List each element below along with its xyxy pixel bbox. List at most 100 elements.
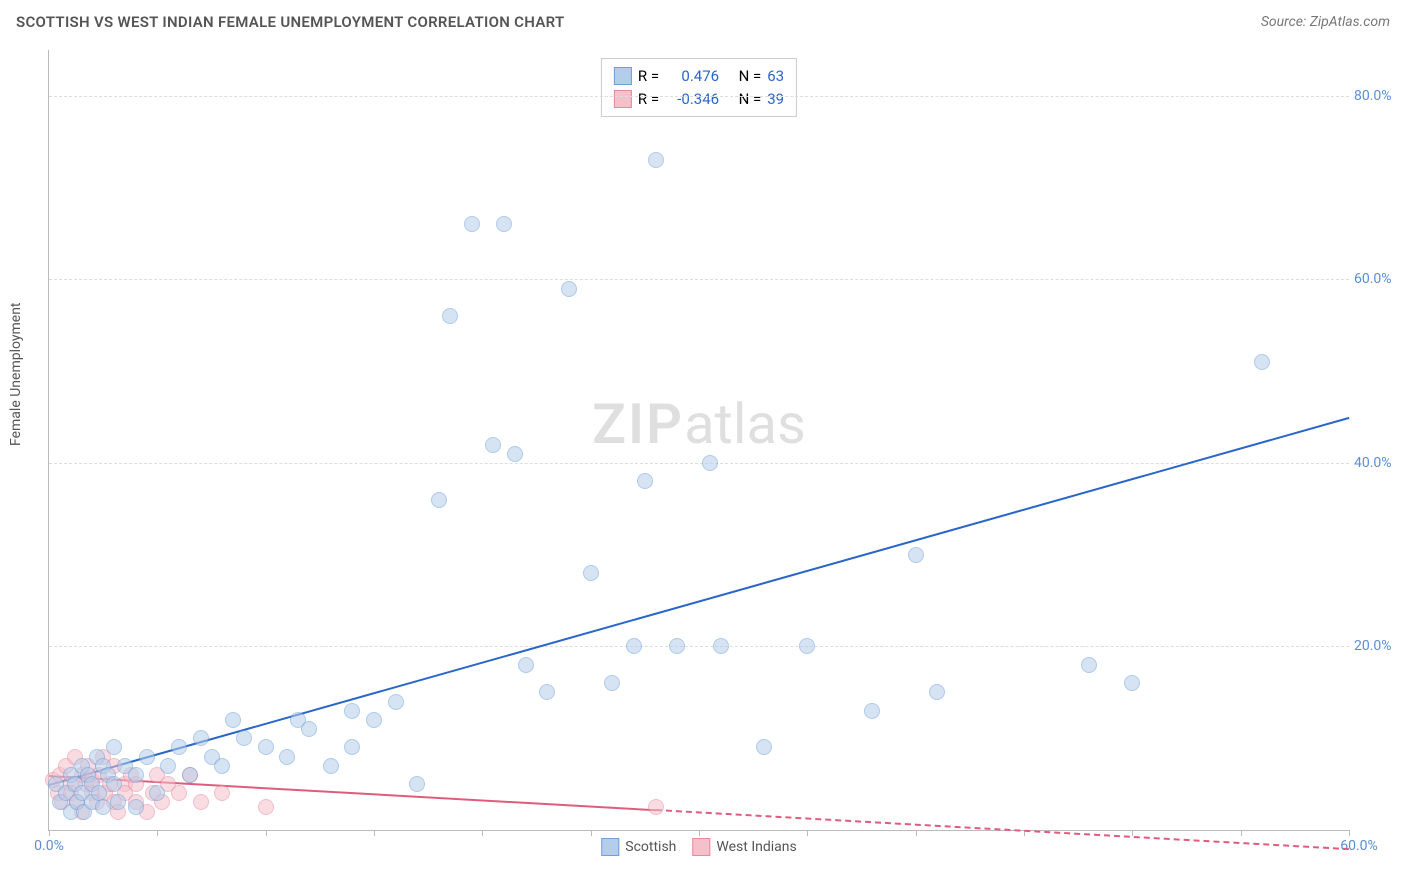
stats-legend-row-westindian: R = -0.346 N = 39	[614, 88, 784, 111]
data-point	[1124, 675, 1140, 691]
data-point	[236, 730, 252, 746]
data-point	[171, 785, 187, 801]
data-point	[182, 767, 198, 783]
data-point	[225, 712, 241, 728]
westindian-r-value: -0.346	[665, 88, 719, 111]
scottish-n-value: 63	[767, 65, 784, 88]
data-point	[799, 638, 815, 654]
gridline	[49, 96, 1349, 97]
data-point	[106, 739, 122, 755]
data-point	[669, 638, 685, 654]
x-tick-label: 0.0%	[34, 838, 64, 854]
data-point	[442, 308, 458, 324]
legend-label-scottish: Scottish	[625, 839, 676, 855]
y-axis-label: Female Unemployment	[8, 302, 24, 446]
watermark-atlas: atlas	[684, 391, 806, 457]
data-point	[908, 547, 924, 563]
data-point	[864, 703, 880, 719]
data-point	[95, 799, 111, 815]
legend-item-westindian: West Indians	[692, 838, 796, 856]
data-point	[128, 799, 144, 815]
data-point	[604, 675, 620, 691]
data-point	[648, 152, 664, 168]
r-label: R =	[638, 88, 659, 111]
data-point	[323, 758, 339, 774]
data-point	[539, 684, 555, 700]
data-point	[193, 794, 209, 810]
data-point	[344, 703, 360, 719]
data-point	[518, 657, 534, 673]
data-point	[139, 749, 155, 765]
data-point	[388, 694, 404, 710]
x-tick-mark	[157, 830, 158, 836]
data-point	[344, 739, 360, 755]
series-legend: Scottish West Indians	[601, 838, 796, 856]
x-tick-mark	[1349, 830, 1350, 836]
y-tick-label: 80.0%	[1354, 88, 1406, 104]
data-point	[1081, 657, 1097, 673]
data-point	[193, 730, 209, 746]
westindian-n-value: 39	[767, 88, 784, 111]
watermark-zip: ZIP	[592, 391, 684, 457]
data-point	[110, 794, 126, 810]
westindian-swatch-icon	[614, 90, 632, 108]
x-tick-mark	[916, 830, 917, 836]
chart-source: Source: ZipAtlas.com	[1261, 14, 1390, 30]
x-tick-mark	[266, 830, 267, 836]
x-tick-mark	[374, 830, 375, 836]
data-point	[214, 785, 230, 801]
data-point	[366, 712, 382, 728]
data-point	[756, 739, 772, 755]
data-point	[214, 758, 230, 774]
data-point	[431, 492, 447, 508]
data-point	[409, 776, 425, 792]
data-point	[583, 565, 599, 581]
data-point	[106, 776, 122, 792]
westindian-swatch-icon	[692, 838, 710, 856]
x-tick-mark	[591, 830, 592, 836]
data-point	[496, 216, 512, 232]
data-point	[258, 799, 274, 815]
stats-legend-row-scottish: R = 0.476 N = 63	[614, 65, 784, 88]
scottish-swatch-icon	[614, 67, 632, 85]
data-point	[171, 739, 187, 755]
scottish-r-value: 0.476	[665, 65, 719, 88]
data-point	[929, 684, 945, 700]
data-point	[637, 473, 653, 489]
legend-item-scottish: Scottish	[601, 838, 676, 856]
y-tick-label: 20.0%	[1354, 638, 1406, 654]
r-label: R =	[638, 65, 659, 88]
scatter-plot-area: ZIPatlas R = 0.476 N = 63 R = -0.346 N =…	[48, 50, 1349, 831]
data-point	[128, 767, 144, 783]
x-tick-mark	[482, 830, 483, 836]
gridline	[49, 646, 1349, 647]
data-point	[1254, 354, 1270, 370]
data-point	[648, 799, 664, 815]
n-label: N =	[739, 88, 762, 111]
data-point	[507, 446, 523, 462]
x-tick-label: 60.0%	[1340, 838, 1378, 854]
data-point	[561, 281, 577, 297]
y-tick-label: 40.0%	[1354, 455, 1406, 471]
data-point	[301, 721, 317, 737]
gridline	[49, 279, 1349, 280]
watermark: ZIPatlas	[592, 391, 806, 457]
data-point	[485, 437, 501, 453]
data-point	[258, 739, 274, 755]
data-point	[160, 758, 176, 774]
chart-title: SCOTTISH VS WEST INDIAN FEMALE UNEMPLOYM…	[16, 13, 565, 31]
y-tick-label: 60.0%	[1354, 271, 1406, 287]
gridline	[49, 463, 1349, 464]
data-point	[279, 749, 295, 765]
legend-label-westindian: West Indians	[716, 839, 796, 855]
n-label: N =	[739, 65, 762, 88]
data-point	[702, 455, 718, 471]
stats-legend: R = 0.476 N = 63 R = -0.346 N = 39	[601, 58, 797, 117]
data-point	[464, 216, 480, 232]
x-tick-mark	[1241, 830, 1242, 836]
data-point	[626, 638, 642, 654]
x-tick-mark	[699, 830, 700, 836]
x-tick-mark	[49, 830, 50, 836]
chart-header: SCOTTISH VS WEST INDIAN FEMALE UNEMPLOYM…	[0, 0, 1406, 44]
data-point	[713, 638, 729, 654]
